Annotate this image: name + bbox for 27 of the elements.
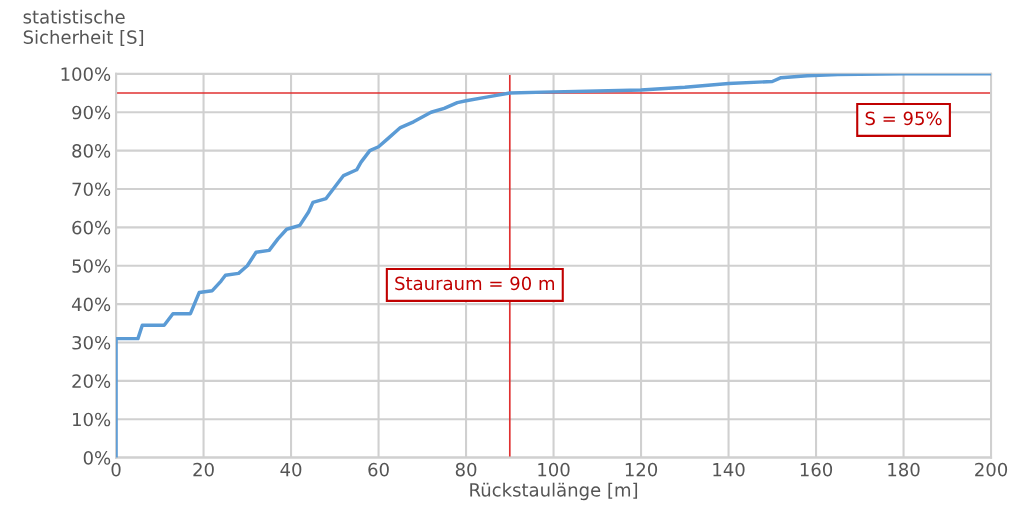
ref-line-label: Stauraum = 90 m <box>395 276 555 291</box>
x-tick-label: 20 <box>193 462 214 477</box>
y-tick-label: 60% <box>72 220 111 235</box>
y-tick-label: 70% <box>72 182 111 197</box>
x-tick-label: 60 <box>368 462 389 477</box>
ref-line-label: S = 95% <box>865 111 942 126</box>
x-tick-label: 120 <box>625 462 658 477</box>
y-tick-label: 80% <box>72 144 111 158</box>
x-tick-label: 140 <box>713 462 745 477</box>
y-tick-label: 20% <box>72 374 111 388</box>
x-tick-label: 200 <box>975 462 1008 477</box>
y-tick-label: 90% <box>72 105 111 120</box>
x-axis-title: Rückstaulänge [m] <box>470 482 638 501</box>
x-tick-label: 180 <box>888 462 920 477</box>
line-series <box>116 73 992 458</box>
y-axis-title: statistische Sicherheit [S] <box>23 9 144 47</box>
x-tick-label: 100 <box>538 462 570 477</box>
y-tick-label: 100% <box>61 67 111 81</box>
x-tick-label: 80 <box>455 462 477 477</box>
y-tick-label: 50% <box>72 259 111 273</box>
y-tick-label: 0% <box>83 451 111 465</box>
x-tick-label: 0 <box>111 462 121 477</box>
y-tick-label: 10% <box>73 412 111 427</box>
y-tick-label: 40% <box>71 297 111 312</box>
x-tick-label: 40 <box>280 462 302 477</box>
x-tick-label: 160 <box>800 462 833 477</box>
y-tick-label: 30% <box>72 335 111 350</box>
